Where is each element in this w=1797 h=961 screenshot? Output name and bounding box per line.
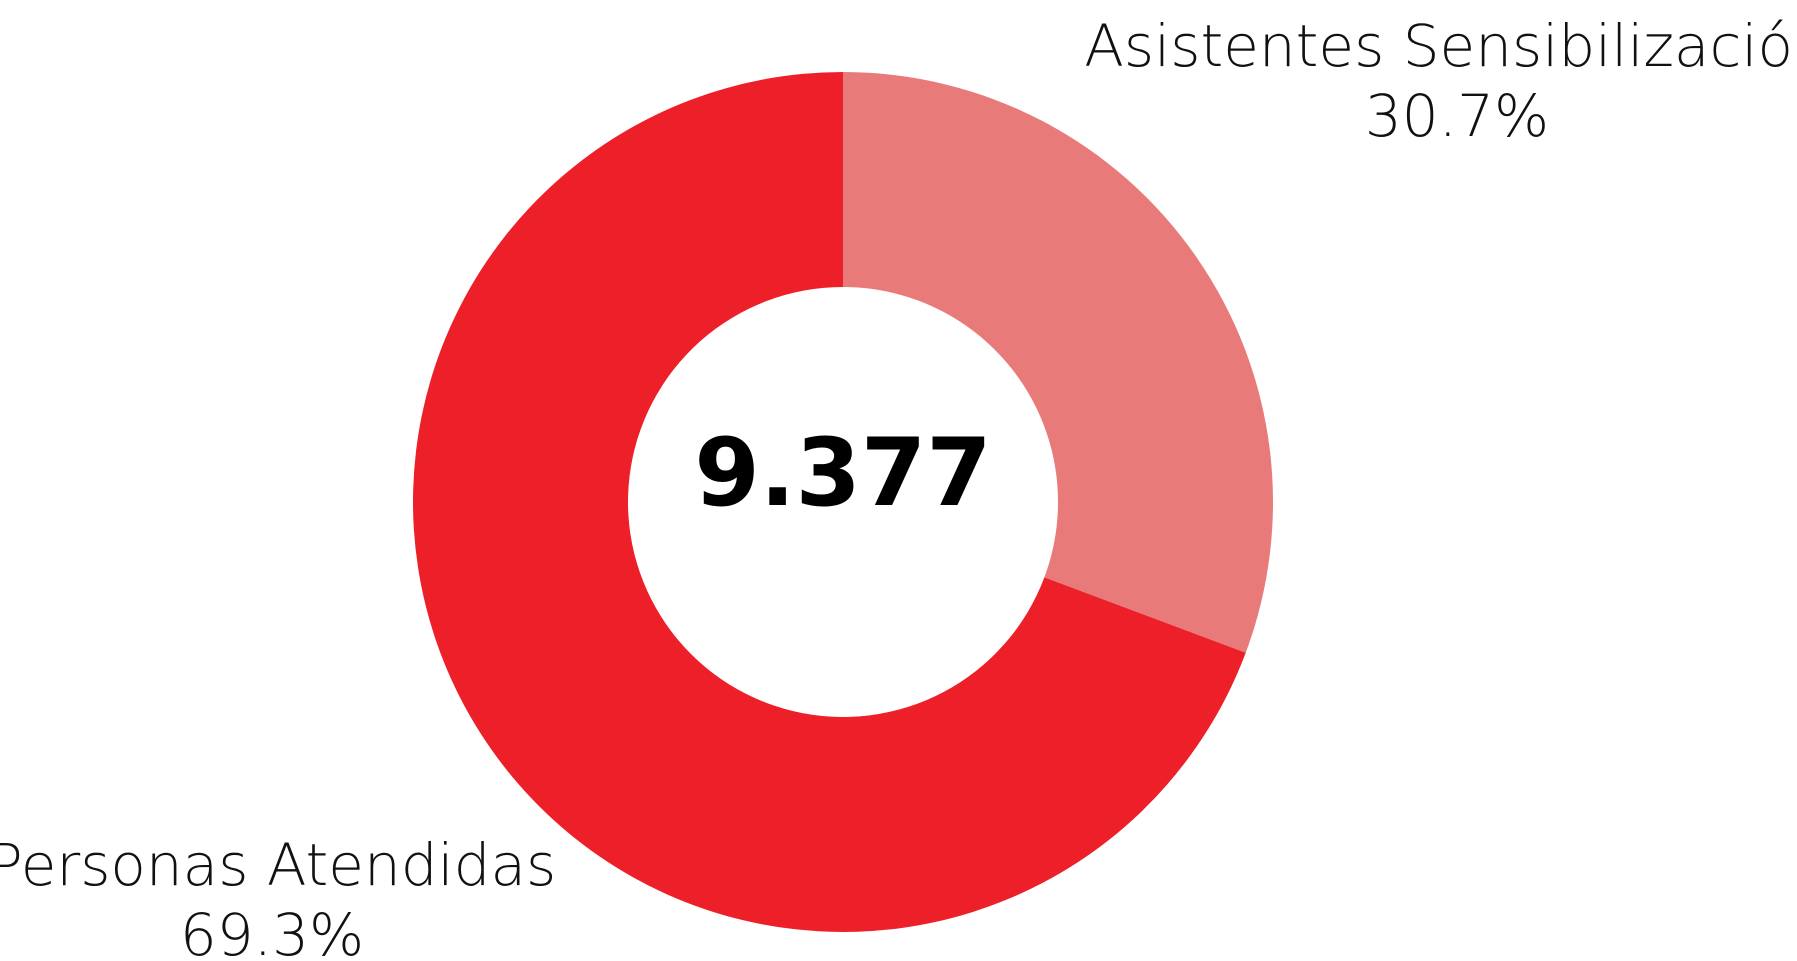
slice-label-asistentes: Asistentes Sensibilización 30.7% [1084, 12, 1797, 150]
slices-layer [412, 72, 1274, 933]
slice-label-personas: Personas Atendidas 69.3% [0, 831, 556, 961]
donut-slice-asistentes [843, 72, 1274, 653]
donut-slice-personas [412, 72, 1246, 933]
slice-name-personas: Personas Atendidas [0, 831, 556, 899]
slice-name-asistentes: Asistentes Sensibilización [1084, 12, 1797, 80]
slice-percent-asistentes: 30.7% [1365, 82, 1549, 150]
center-total-label: 9.377 [694, 419, 991, 528]
slice-percent-personas: 69.3% [180, 901, 364, 956]
